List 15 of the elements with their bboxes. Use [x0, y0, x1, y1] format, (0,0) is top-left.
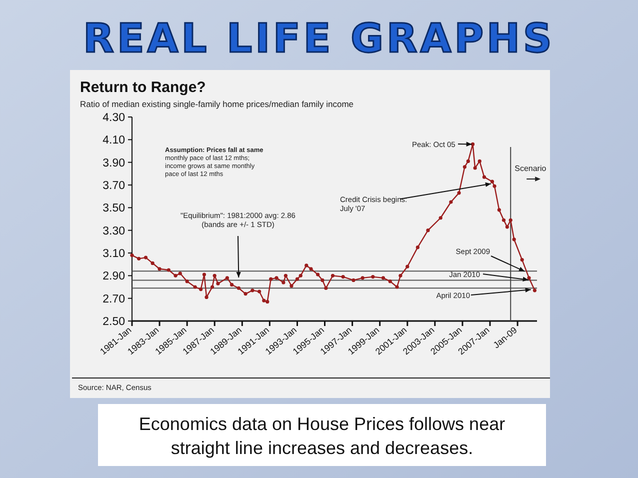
chart-subtitle: Ratio of median existing single-family home prices/median family income [80, 99, 354, 109]
ref-line-label: Scenario [514, 164, 547, 173]
text: REAL LIFE GRAPHS [83, 16, 555, 62]
y-tick-label: 3.10 [102, 248, 125, 260]
y-tick-label: 4.10 [102, 134, 125, 147]
y-tick-label: 2.50 [102, 316, 125, 328]
text: Economics data on House Prices follows near straight line increases and decreases. [138, 414, 506, 458]
y-tick-label: 2.90 [102, 270, 125, 283]
y-tick-label: 3.90 [102, 157, 125, 170]
y-tick-label: 3.50 [102, 202, 125, 215]
y-tick-label: 3.30 [102, 225, 125, 238]
chart-title: Return to Range? [80, 79, 206, 96]
y-tick-label: 3.70 [102, 180, 125, 192]
y-tick-label: 2.70 [102, 293, 125, 306]
y-tick-label: 4.30 [102, 112, 125, 124]
